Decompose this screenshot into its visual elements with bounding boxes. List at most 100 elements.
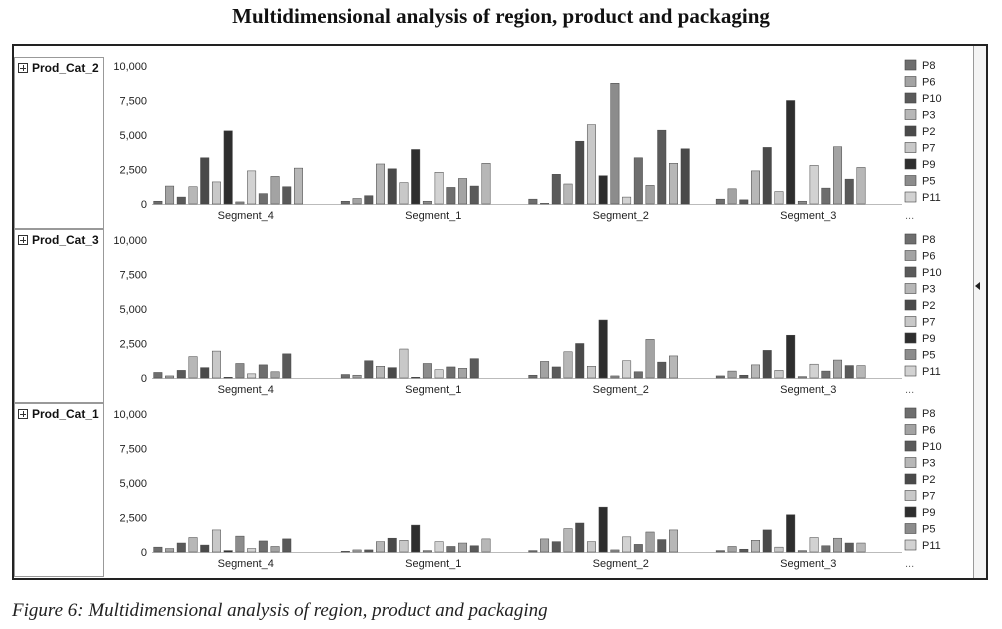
bar xyxy=(352,198,362,205)
legend-label: P11 xyxy=(922,192,941,204)
bar xyxy=(715,375,725,379)
bar xyxy=(551,541,561,553)
bar xyxy=(540,203,550,205)
bar xyxy=(751,540,760,553)
legend-label: P3 xyxy=(922,110,935,122)
y-tick-label: 7,500 xyxy=(119,270,147,282)
legend-label: P11 xyxy=(922,366,941,378)
legend-swatch xyxy=(904,506,917,518)
legend-swatch xyxy=(904,440,917,452)
bar xyxy=(352,549,362,553)
bar xyxy=(622,360,632,379)
bar xyxy=(809,363,819,379)
legend-swatch xyxy=(904,490,917,501)
bar xyxy=(153,200,163,205)
bar xyxy=(774,191,784,205)
bar xyxy=(528,198,538,205)
bar xyxy=(563,351,573,379)
bar xyxy=(481,538,491,553)
bar xyxy=(645,185,655,205)
legend-label: P10 xyxy=(922,93,942,105)
bar xyxy=(751,170,760,205)
bar xyxy=(563,528,573,553)
legend-swatch xyxy=(904,332,917,344)
row-header-prod-cat-1[interactable]: Prod_Cat_1 xyxy=(14,403,104,577)
bar xyxy=(774,370,784,379)
bar xyxy=(762,350,772,379)
legend-label: P3 xyxy=(922,284,935,296)
bar xyxy=(258,364,268,379)
bar xyxy=(411,149,421,205)
bar xyxy=(422,550,432,553)
bar xyxy=(833,537,843,553)
bar xyxy=(211,350,221,379)
bar xyxy=(446,187,456,205)
expand-icon[interactable] xyxy=(18,235,28,245)
bar xyxy=(739,548,749,553)
bar xyxy=(797,550,807,553)
bar xyxy=(598,506,608,553)
bar xyxy=(821,370,831,379)
bar xyxy=(657,539,667,553)
bar xyxy=(844,542,854,553)
y-tick-label: 7,500 xyxy=(119,96,147,108)
bar xyxy=(610,83,620,205)
y-tick-label: 0 xyxy=(141,199,147,211)
bar xyxy=(270,176,280,205)
bar xyxy=(458,368,468,379)
y-tick-label: 10,000 xyxy=(113,61,147,73)
bar xyxy=(282,186,292,205)
bar xyxy=(153,372,163,379)
bar xyxy=(270,546,280,553)
y-tick-label: 5,000 xyxy=(119,478,147,490)
bar xyxy=(657,129,667,205)
collapse-arrow-icon[interactable] xyxy=(975,282,980,290)
legend-label: P7 xyxy=(922,317,935,329)
legend-label: P5 xyxy=(922,176,935,188)
vertical-scrollbar[interactable] xyxy=(973,46,986,578)
bar xyxy=(399,182,409,205)
bar xyxy=(200,367,210,379)
bar xyxy=(411,377,421,379)
bar xyxy=(200,157,210,205)
bar xyxy=(469,185,479,205)
bar xyxy=(715,550,725,553)
legend-label: P5 xyxy=(922,524,935,536)
legend-swatch xyxy=(904,233,917,245)
bar xyxy=(188,537,198,553)
bar xyxy=(223,130,233,205)
bar xyxy=(669,355,678,379)
bar xyxy=(282,538,292,553)
legend-label: P8 xyxy=(922,408,935,420)
bar xyxy=(833,359,843,379)
bar xyxy=(422,200,432,205)
figure-caption: Figure 6: Multidimensional analysis of r… xyxy=(12,600,548,621)
bar xyxy=(809,165,819,205)
x-category-label: Segment_2 xyxy=(593,384,649,396)
bar xyxy=(528,374,538,379)
row-header-prod-cat-3[interactable]: Prod_Cat_3 xyxy=(14,229,104,403)
y-tick-label: 7,500 xyxy=(119,444,147,456)
legend-more: ... xyxy=(905,558,914,570)
x-category-label: Segment_1 xyxy=(405,558,461,570)
bar xyxy=(434,172,444,205)
bar xyxy=(235,535,245,553)
legend-label: P11 xyxy=(922,540,941,552)
bar xyxy=(247,373,257,379)
bar xyxy=(762,147,772,205)
expand-icon[interactable] xyxy=(18,63,28,73)
legend-label: P7 xyxy=(922,143,935,155)
legend-label: P9 xyxy=(922,333,935,345)
row-header-prod-cat-2[interactable]: Prod_Cat_2 xyxy=(14,57,104,229)
bar xyxy=(751,364,760,379)
bar xyxy=(270,371,280,379)
bar xyxy=(376,541,385,553)
bar xyxy=(446,546,456,553)
legend-swatch xyxy=(904,109,917,120)
bar xyxy=(669,163,678,205)
legend-label: P9 xyxy=(922,159,935,171)
y-tick-label: 2,500 xyxy=(119,513,147,525)
bar xyxy=(282,353,292,379)
bar xyxy=(481,163,491,205)
expand-icon[interactable] xyxy=(18,409,28,419)
